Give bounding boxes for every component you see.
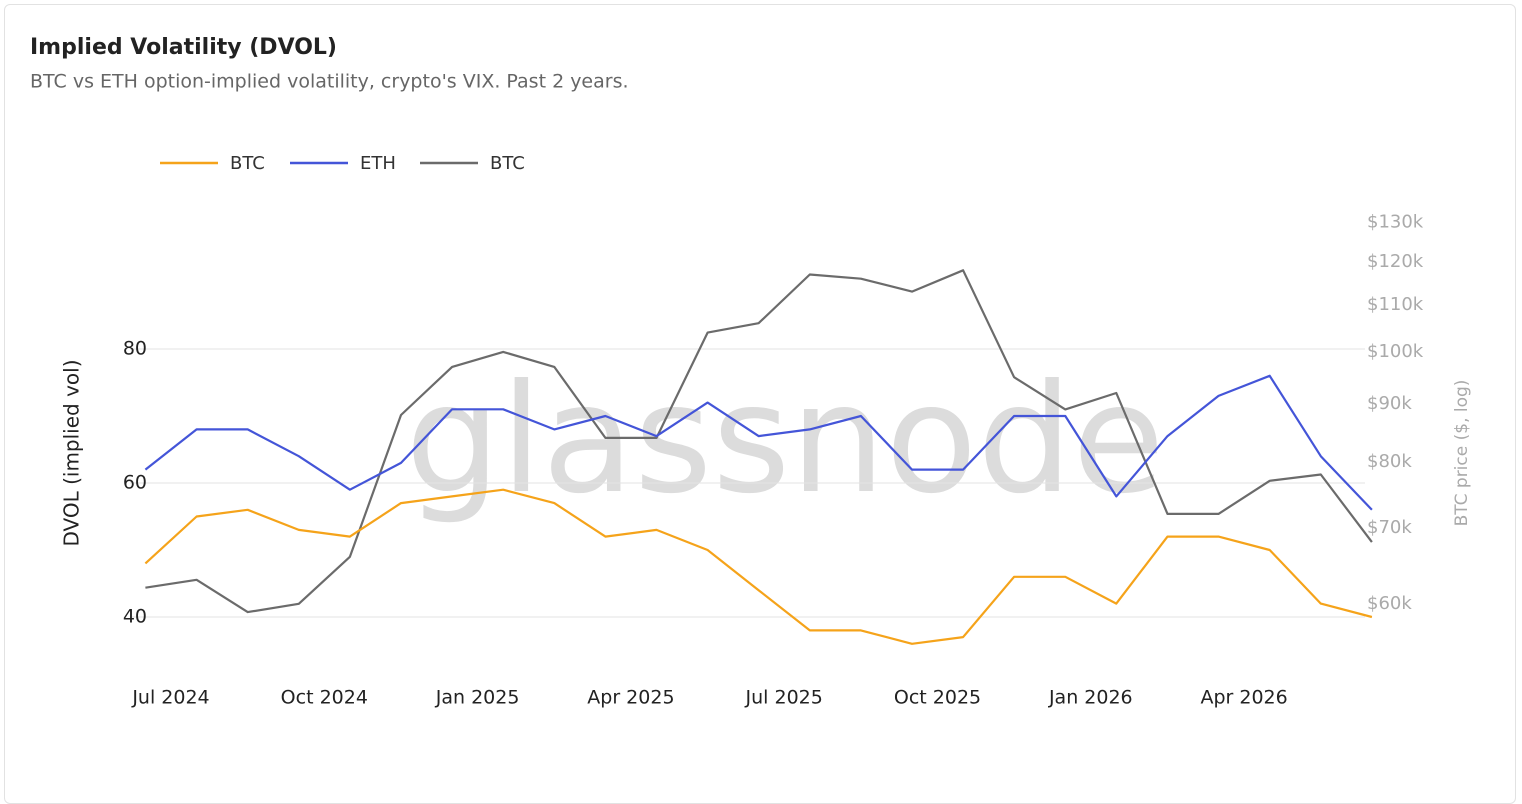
y2-tick-label: $60k xyxy=(1367,593,1412,614)
x-tick-label: Jul 2025 xyxy=(745,687,823,709)
y-axis-title: DVOL (implied vol) xyxy=(60,359,84,546)
series-line xyxy=(144,374,1373,511)
series-line xyxy=(145,269,1373,614)
y2-tick-label: $90k xyxy=(1367,393,1412,414)
x-tick-label: Oct 2024 xyxy=(281,687,368,709)
y2-tick-label: $120k xyxy=(1367,251,1424,272)
x-tick-label: Jan 2025 xyxy=(435,687,520,709)
y2-tick-label: $70k xyxy=(1367,517,1412,538)
y-tick-label: 60 xyxy=(123,472,147,494)
x-tick-label: Jul 2024 xyxy=(131,687,209,709)
series-line xyxy=(144,488,1373,645)
legend-label: ETH xyxy=(360,153,396,174)
legend-label: BTC xyxy=(230,153,265,174)
y2-tick-label: $100k xyxy=(1367,341,1424,362)
y2-tick-label: $110k xyxy=(1367,294,1424,315)
x-tick-label: Apr 2025 xyxy=(587,687,674,709)
y-tick-label: 80 xyxy=(123,338,147,360)
legend-label: BTC xyxy=(490,153,525,174)
watermark: glassnode xyxy=(405,353,1164,527)
y2-tick-label: $130k xyxy=(1367,212,1424,233)
x-tick-label: Jan 2026 xyxy=(1048,687,1133,709)
chart-subtitle: BTC vs ETH option-implied volatility, cr… xyxy=(30,71,629,93)
chart-title: Implied Volatility (DVOL) xyxy=(30,35,337,60)
y2-axis-title: BTC price ($, log) xyxy=(1452,380,1472,527)
x-tick-label: Oct 2025 xyxy=(894,687,981,709)
x-tick-label: Apr 2026 xyxy=(1200,687,1287,709)
y2-tick-label: $80k xyxy=(1367,451,1412,472)
y-tick-label: 40 xyxy=(123,606,147,628)
